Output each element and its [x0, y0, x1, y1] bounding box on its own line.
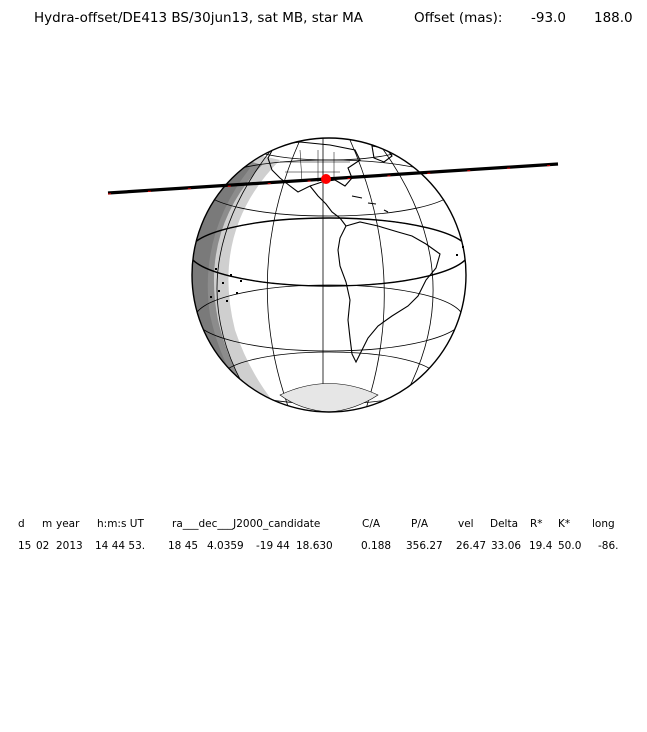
val-ra-s: 4.0359	[207, 540, 244, 552]
col-day: d	[18, 518, 25, 530]
closest-approach-point	[321, 174, 331, 184]
globe-map	[107, 137, 559, 413]
val-long: -86.	[598, 540, 619, 552]
table-row: 15 02 2013 14 44 53. 18 45 4.0359 -19 44…	[0, 540, 647, 556]
col-long: long	[592, 518, 615, 530]
col-month: m	[42, 518, 53, 530]
col-ca: C/A	[362, 518, 381, 530]
offset-value-ra: -93.0	[531, 10, 566, 26]
val-pa: 356.27	[406, 540, 443, 552]
twilight-zone	[192, 138, 300, 412]
col-year: year	[56, 518, 80, 530]
col-kstar: K*	[558, 518, 571, 530]
equator	[192, 217, 466, 287]
south-america-outline	[337, 221, 441, 364]
globe-disc	[192, 138, 466, 412]
offset-value-dec: 188.0	[594, 10, 633, 26]
val-day: 15	[18, 540, 32, 552]
val-delta: 33.06	[491, 540, 522, 552]
table-header: d m year h:m:s UT ra___dec___J2000_candi…	[0, 518, 647, 534]
north-america-outline	[267, 141, 361, 193]
shadow-track	[107, 162, 559, 195]
val-ra-hm: 18 45	[168, 540, 199, 552]
val-dec-dm: -19 44	[256, 540, 290, 552]
val-rstar: 19.4	[529, 540, 553, 552]
col-rstar: R*	[530, 518, 543, 530]
night-zone	[192, 138, 270, 412]
polar-cap	[279, 383, 379, 413]
track-south-limit	[107, 162, 559, 195]
col-delta: Delta	[490, 518, 519, 530]
val-month: 02	[36, 540, 50, 552]
central-america-outline	[309, 185, 347, 227]
caribbean-islands	[351, 195, 389, 213]
borders	[280, 149, 350, 183]
col-vel: vel	[458, 518, 474, 530]
val-kstar: 50.0	[558, 540, 582, 552]
val-time: 14 44 53.	[95, 540, 146, 552]
val-vel: 26.47	[456, 540, 487, 552]
val-dec-s: 18.630	[296, 540, 333, 552]
night-zone-inner	[192, 138, 255, 412]
offset-label: Offset (mas):	[414, 10, 503, 26]
col-time: h:m:s UT	[97, 518, 144, 530]
globe-limb	[191, 137, 467, 413]
val-year: 2013	[56, 540, 83, 552]
val-ca: 0.188	[361, 540, 392, 552]
occultation-title: Hydra-offset/DE413 BS/30jun13, sat MB, s…	[34, 10, 364, 26]
col-pa: P/A	[411, 518, 429, 530]
title-bar: Hydra-offset/DE413 BS/30jun13, sat MB, s…	[0, 10, 647, 30]
col-coords: ra___dec___J2000_candidate	[172, 518, 321, 530]
